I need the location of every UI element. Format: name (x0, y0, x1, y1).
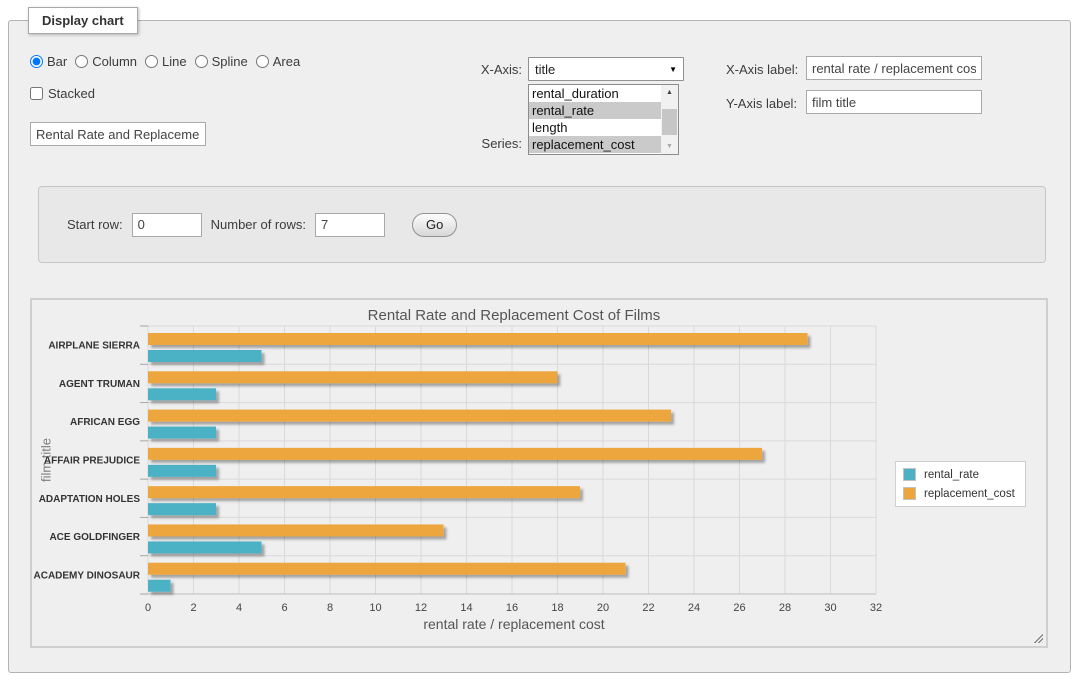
y-axis-label-caption: Y-Axis label: (726, 96, 797, 111)
rows-panel: Start row: Number of rows: Go (38, 186, 1046, 263)
x-axis-label-input[interactable] (806, 56, 982, 80)
x-tick-label: 2 (190, 602, 196, 614)
x-axis-select[interactable]: title ▼ (528, 57, 684, 81)
category-label: AIRPLANE SIERRA (48, 341, 140, 352)
rental_rate-bar (148, 350, 262, 362)
go-button[interactable]: Go (412, 213, 457, 237)
x-tick-label: 16 (506, 602, 518, 614)
spline-radio[interactable] (195, 55, 208, 68)
chart-x-axis-title: rental rate / replacement cost (32, 616, 996, 632)
num-rows-input[interactable] (315, 213, 385, 237)
replacement_cost-bar (148, 563, 626, 575)
area-radio-label: Area (273, 54, 300, 69)
rental_rate-bar (148, 541, 262, 553)
x-axis-select-value: title (535, 62, 669, 77)
rental_rate-bar (148, 465, 216, 477)
bar-radio-label: Bar (47, 54, 67, 69)
x-tick-label: 10 (369, 602, 381, 614)
legend-entry: rental_rate (903, 468, 1015, 481)
x-tick-label: 32 (870, 602, 882, 614)
scrollbar-thumb[interactable] (662, 109, 677, 135)
x-tick-label: 4 (236, 602, 242, 614)
scroll-up-icon[interactable]: ▲ (661, 85, 678, 100)
y-axis-label-input[interactable] (806, 90, 982, 114)
column-radio-label: Column (92, 54, 137, 69)
area-radio[interactable] (256, 55, 269, 68)
stacked-label: Stacked (48, 86, 95, 101)
x-tick-label: 8 (327, 602, 333, 614)
stacked-checkbox-row: Stacked (30, 86, 95, 101)
x-tick-label: 20 (597, 602, 609, 614)
rental_rate-bar (148, 427, 216, 439)
chart-container: Rental Rate and Replacement Cost of Film… (30, 298, 1048, 648)
x-tick-label: 28 (779, 602, 791, 614)
replacement_cost-bar (148, 410, 671, 422)
replacement_cost-bar (148, 486, 580, 498)
x-tick-label: 30 (824, 602, 836, 614)
rental_rate-swatch-icon (903, 468, 916, 481)
replacement_cost-bar (148, 524, 444, 536)
series-option-replacement-cost[interactable]: replacement_cost (529, 136, 661, 153)
x-tick-label: 6 (281, 602, 287, 614)
series-label: Series: (430, 136, 522, 151)
radio-option-spline[interactable]: Spline (195, 54, 248, 69)
chart-legend: rental_rate replacement_cost (895, 461, 1026, 507)
category-label: AFFAIR PREJUDICE (44, 456, 140, 467)
panel-title: Display chart (28, 7, 138, 34)
legend-entry: replacement_cost (903, 487, 1015, 500)
line-radio-label: Line (162, 54, 187, 69)
column-radio[interactable] (75, 55, 88, 68)
bar-radio[interactable] (30, 55, 43, 68)
start-row-label: Start row: (67, 217, 123, 232)
series-option-length[interactable]: length (529, 119, 661, 136)
chevron-down-icon: ▼ (669, 65, 677, 74)
x-tick-label: 12 (415, 602, 427, 614)
series-listbox[interactable]: rental_duration rental_rate length repla… (528, 84, 679, 155)
category-label: ACE GOLDFINGER (49, 532, 140, 543)
series-option-rental-rate[interactable]: rental_rate (529, 102, 661, 119)
line-radio[interactable] (145, 55, 158, 68)
radio-option-line[interactable]: Line (145, 54, 187, 69)
replacement_cost-bar (148, 448, 762, 460)
category-label: ACADEMY DINOSAUR (34, 570, 141, 581)
x-axis-select-label: X-Axis: (430, 62, 522, 77)
replacement_cost-bar (148, 333, 808, 345)
x-axis-label-caption: X-Axis label: (726, 62, 798, 77)
legend-label: rental_rate (916, 469, 979, 481)
x-tick-label: 18 (551, 602, 563, 614)
chart-type-radio-group: Bar Column Line Spline Area (30, 54, 300, 69)
x-tick-label: 26 (733, 602, 745, 614)
radio-option-area[interactable]: Area (256, 54, 300, 69)
rental_rate-bar (148, 580, 171, 592)
radio-option-column[interactable]: Column (75, 54, 137, 69)
stacked-checkbox[interactable] (30, 87, 43, 100)
replacement_cost-bar (148, 371, 557, 383)
rental_rate-bar (148, 503, 216, 515)
listbox-scrollbar[interactable]: ▲ ▼ (661, 85, 678, 154)
spline-radio-label: Spline (212, 54, 248, 69)
radio-option-bar[interactable]: Bar (30, 54, 67, 69)
series-option-rental-duration[interactable]: rental_duration (529, 85, 661, 102)
replacement_cost-swatch-icon (903, 487, 916, 500)
scroll-down-icon[interactable]: ▼ (661, 139, 678, 154)
rental_rate-bar (148, 388, 216, 400)
x-tick-label: 24 (688, 602, 700, 614)
category-label: AFRICAN EGG (70, 417, 140, 428)
bar-chart-plot: 02468101214161820222426283032AIRPLANE SI… (32, 300, 1046, 646)
legend-label: replacement_cost (916, 488, 1015, 500)
chart-title-input[interactable] (30, 122, 206, 146)
category-label: AGENT TRUMAN (59, 379, 140, 390)
num-rows-label: Number of rows: (211, 217, 306, 232)
x-tick-label: 0 (145, 602, 151, 614)
x-tick-label: 22 (642, 602, 654, 614)
start-row-input[interactable] (132, 213, 202, 237)
x-tick-label: 14 (460, 602, 472, 614)
category-label: ADAPTATION HOLES (39, 494, 141, 505)
